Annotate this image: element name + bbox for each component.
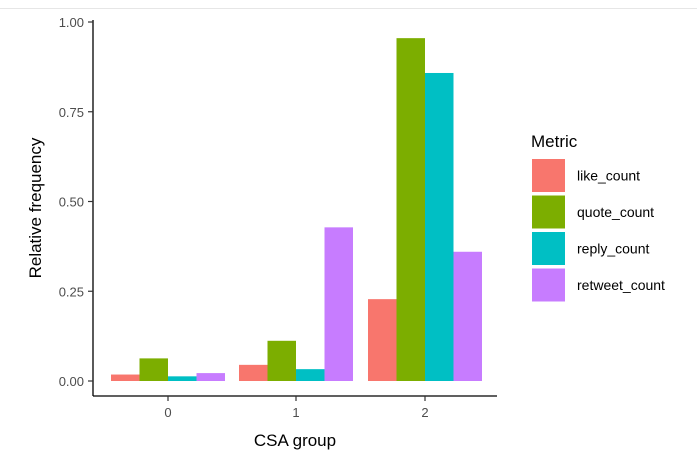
bar-retweet_count-group-1 [324,227,353,381]
x-tick-label: 1 [292,405,299,420]
bar-like_count-group-0 [111,374,140,381]
legend-label-reply_count: reply_count [577,241,649,257]
y-axis-ticks: 0.00 0.25 0.50 0.75 1.00 [59,15,93,389]
x-tick-label: 2 [421,405,428,420]
bar-quote_count-group-1 [267,340,296,381]
legend-label-like_count: like_count [577,168,640,184]
top-divider [0,8,697,9]
bars-layer [111,38,482,381]
y-tick-label: 0.00 [59,374,84,389]
x-tick-label: 0 [164,405,171,420]
legend-key-quote_count [532,195,565,229]
bar-quote_count-group-2 [396,38,425,381]
bar-reply_count-group-2 [425,72,454,381]
legend-title: Metric [531,132,578,151]
legend: Metric like_count quote_count reply_countr… [531,132,665,302]
y-axis-title: Relative frequency [26,137,45,278]
legend-key-like_count [532,159,565,192]
bar-reply_count-group-0 [168,376,197,381]
legend-label-quote_count: quote_count [577,204,654,220]
x-axis-title: CSA group [254,431,336,450]
x-axis-ticks: 0 1 2 [164,396,429,420]
bar-like_count-group-2 [368,299,397,381]
bar-retweet_count-group-2 [453,251,482,381]
legend-key-reply_count [532,232,565,265]
y-tick-label: 0.50 [59,195,84,210]
bar-retweet_count-group-0 [196,373,225,381]
y-tick-label: 1.00 [59,15,84,30]
y-tick-label: 0.25 [59,284,84,299]
bar-like_count-group-1 [239,364,268,381]
legend-key-retweet_count [532,268,565,302]
legend-label-retweet_count: retweet_count [577,277,665,293]
bar-quote_count-group-0 [139,358,168,381]
bar-reply_count-group-1 [296,369,325,381]
y-tick-label: 0.75 [59,105,84,120]
